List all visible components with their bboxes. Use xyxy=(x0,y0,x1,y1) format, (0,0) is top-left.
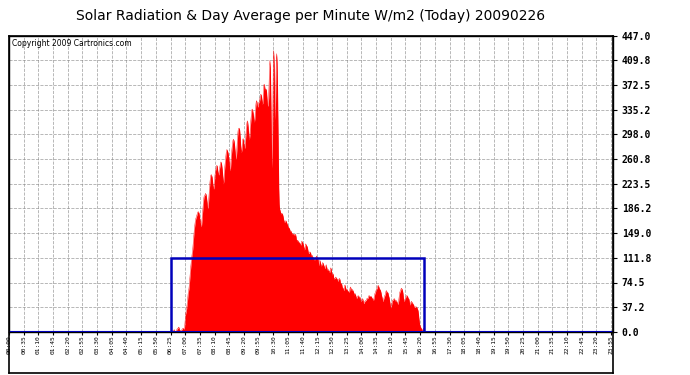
Text: 08:10: 08:10 xyxy=(212,336,217,354)
Text: 15:10: 15:10 xyxy=(388,336,393,354)
Text: 18:05: 18:05 xyxy=(462,336,466,354)
Text: 13:25: 13:25 xyxy=(344,336,349,354)
Text: 19:50: 19:50 xyxy=(506,336,511,354)
Text: 22:10: 22:10 xyxy=(564,336,569,354)
Text: 12:15: 12:15 xyxy=(315,336,320,354)
Text: 02:55: 02:55 xyxy=(80,336,85,354)
Bar xyxy=(170,258,424,332)
Text: 12:50: 12:50 xyxy=(330,336,335,354)
Text: 05:50: 05:50 xyxy=(153,336,158,354)
Text: 01:45: 01:45 xyxy=(50,336,55,354)
Text: 03:30: 03:30 xyxy=(95,336,99,354)
Text: 07:35: 07:35 xyxy=(197,336,202,354)
Text: 18:40: 18:40 xyxy=(476,336,482,354)
Text: 21:35: 21:35 xyxy=(550,336,555,354)
Text: 11:40: 11:40 xyxy=(300,336,305,354)
Text: 14:35: 14:35 xyxy=(373,336,379,354)
Text: 04:40: 04:40 xyxy=(124,336,129,354)
Text: 19:15: 19:15 xyxy=(491,336,496,354)
Text: Solar Radiation & Day Average per Minute W/m2 (Today) 20090226: Solar Radiation & Day Average per Minute… xyxy=(76,9,545,23)
Text: 21:00: 21:00 xyxy=(535,336,540,354)
Text: Copyright 2009 Cartronics.com: Copyright 2009 Cartronics.com xyxy=(12,39,132,48)
Text: 04:05: 04:05 xyxy=(109,336,115,354)
Text: 05:15: 05:15 xyxy=(139,336,144,354)
Text: 23:55: 23:55 xyxy=(609,336,613,354)
Text: 11:05: 11:05 xyxy=(286,336,290,354)
Text: 14:00: 14:00 xyxy=(359,336,364,354)
Text: 09:20: 09:20 xyxy=(241,336,246,354)
Text: 10:30: 10:30 xyxy=(270,336,276,354)
Text: 01:10: 01:10 xyxy=(36,336,41,354)
Text: 08:45: 08:45 xyxy=(227,336,232,354)
Text: 07:00: 07:00 xyxy=(183,336,188,354)
Text: 09:55: 09:55 xyxy=(256,336,261,354)
Text: 00:00: 00:00 xyxy=(6,336,12,354)
Text: 16:55: 16:55 xyxy=(433,336,437,354)
Text: 22:45: 22:45 xyxy=(579,336,584,354)
Text: 15:45: 15:45 xyxy=(403,336,408,354)
Text: 02:20: 02:20 xyxy=(66,336,70,354)
Text: 23:20: 23:20 xyxy=(594,336,599,354)
Text: 00:35: 00:35 xyxy=(21,336,26,354)
Text: 20:25: 20:25 xyxy=(520,336,525,354)
Text: 17:30: 17:30 xyxy=(447,336,452,354)
Text: 16:20: 16:20 xyxy=(417,336,423,354)
Text: 06:25: 06:25 xyxy=(168,336,173,354)
